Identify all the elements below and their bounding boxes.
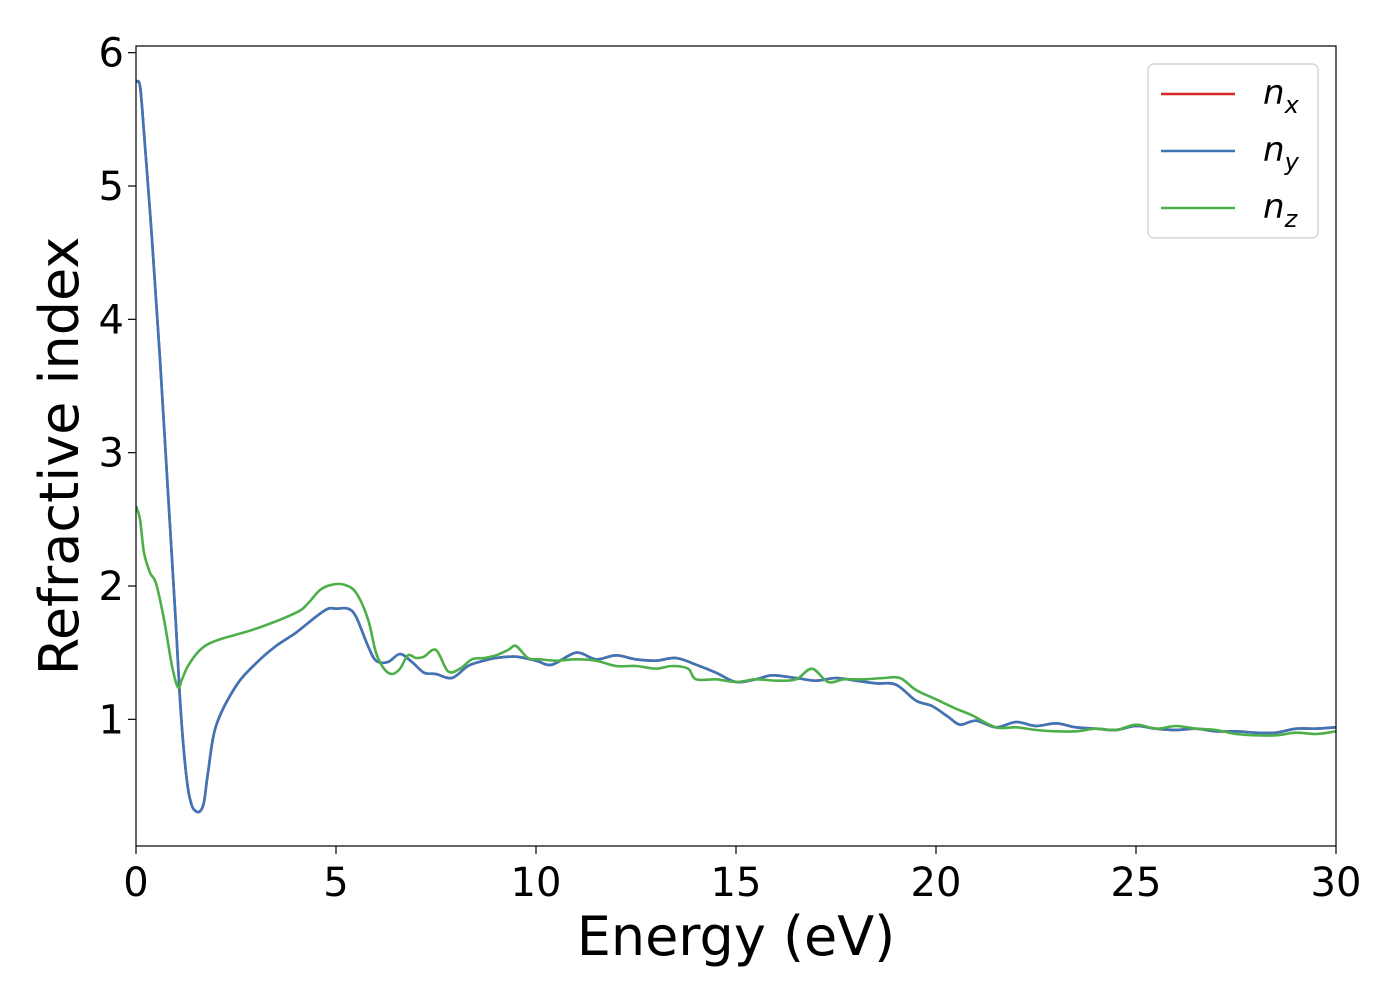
legend-label-nx: nx (1263, 73, 1300, 119)
y-tick-label-2: 2 (99, 564, 124, 610)
x-tick-label-25: 25 (1111, 860, 1162, 906)
y-tick-label-5: 5 (99, 164, 124, 210)
series-layer (136, 79, 1336, 814)
x-tick-label-0: 0 (123, 860, 148, 906)
y-tick-label-6: 6 (99, 31, 124, 77)
y-tick-label-1: 1 (99, 697, 124, 743)
y-tick-label-3: 3 (99, 431, 124, 477)
series-line-nz (136, 505, 1336, 737)
x-tick-label-30: 30 (1311, 860, 1362, 906)
x-tick-label-5: 5 (323, 860, 348, 906)
x-tick-label-10: 10 (511, 860, 562, 906)
series-line-ny (136, 79, 1336, 814)
y-tick-label-4: 4 (99, 297, 124, 343)
legend-label-ny: ny (1263, 130, 1300, 176)
x-tick-label-20: 20 (911, 860, 962, 906)
y-axis-title: Refractive index (28, 237, 91, 676)
legend-label-nz: nz (1263, 187, 1299, 233)
legend: nx ny nz (1147, 63, 1319, 239)
x-tick-label-15: 15 (711, 860, 762, 906)
x-axis-title: Energy (eV) (577, 905, 896, 968)
ticks-layer: 0 5 10 15 20 25 30 1 2 3 4 5 6 (99, 31, 1362, 906)
